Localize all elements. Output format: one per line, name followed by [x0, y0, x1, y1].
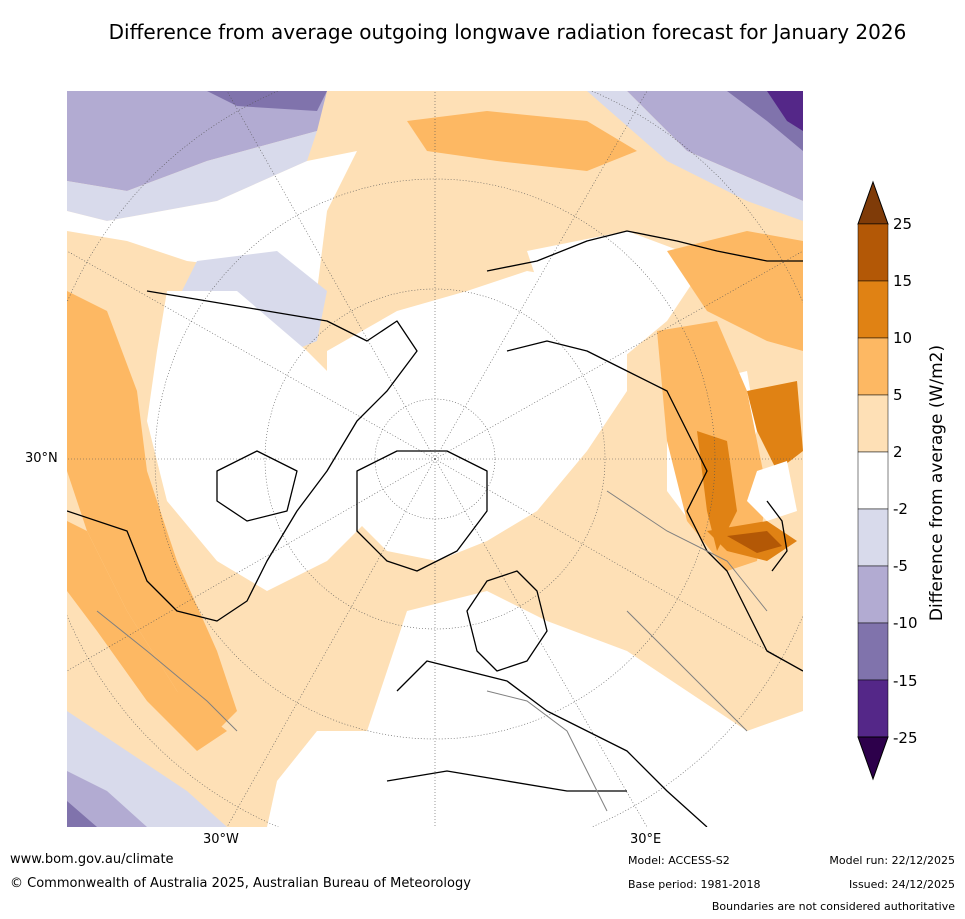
- colorbar-segment-m5-m2: [857, 508, 889, 567]
- footer-base-period: Base period: 1981-2018: [628, 878, 761, 891]
- latitude-label-30n: 30°N: [25, 451, 58, 466]
- anomaly-neutral-southwest: [267, 731, 367, 827]
- colorbar-title: Difference from average (W/m2): [927, 344, 947, 622]
- coastlines: [67, 230, 803, 827]
- anomaly-negative-bottom-left-dark: [67, 801, 97, 827]
- coastline-europe: [396, 660, 708, 827]
- colorbar-segment-m2-2: [857, 451, 889, 510]
- colorbar-tick-m15: -15: [893, 672, 918, 690]
- coastline-north-america: [67, 290, 418, 622]
- colorbar-tick-m5: -5: [893, 557, 908, 575]
- colorbar-tick-2: 2: [893, 443, 903, 461]
- footer-issued: Issued: 24/12/2025: [848, 878, 955, 891]
- border-central-asia: [626, 610, 748, 732]
- anomaly-light-top-right: [587, 91, 803, 221]
- anomaly-positive-east-pacific-2: [67, 521, 227, 751]
- colorbar-tick-m10: -10: [893, 614, 918, 632]
- border-canada-us: [96, 610, 238, 732]
- anomaly-strong-china: [697, 431, 737, 551]
- colorbar-segment-m25-m15: [857, 679, 889, 738]
- colorbar-segment-5-10: [857, 337, 889, 396]
- anomaly-very-strong-japan: [727, 531, 782, 553]
- coastline-hudson-bay: [216, 450, 298, 522]
- anomaly-neutral-north-pacific: [67, 151, 357, 291]
- coastline-east-asia: [686, 510, 803, 672]
- anomaly-negative-top-right-core: [767, 91, 803, 131]
- colorbar-top-extend: [857, 180, 889, 225]
- anomaly-neutral-europe: [367, 591, 803, 827]
- colorbar-segment-2-5: [857, 394, 889, 453]
- anomaly-negative-north-pacific-light: [67, 131, 317, 221]
- coastline-siberia: [486, 230, 803, 272]
- colorbar-tick-m25: -25: [893, 729, 918, 747]
- footer-url-link[interactable]: www.bom.gov.au/climate: [10, 852, 174, 867]
- anomaly-neutral-siberia: [527, 231, 707, 371]
- graticule: [67, 91, 803, 827]
- anomaly-strong-east-asia: [747, 381, 803, 471]
- anomaly-negative-north-pacific: [67, 91, 327, 191]
- coastline-russia-arctic: [506, 340, 708, 512]
- footer-model-run: Model run: 22/12/2025: [829, 854, 955, 867]
- anomaly-neutral-japan: [747, 461, 797, 521]
- anomaly-positive-east-pacific: [67, 291, 237, 731]
- colorbar-segment-10-15: [857, 280, 889, 339]
- colorbar-segment-15-25: [857, 223, 889, 282]
- anomaly-negative-top-right: [627, 91, 803, 201]
- country-borders: [96, 490, 768, 812]
- border-europe: [486, 690, 608, 812]
- chart-title: Difference from average outgoing longwav…: [108, 20, 907, 44]
- anomaly-neutral-north-america: [147, 291, 397, 591]
- graticule-circle-60n: [264, 288, 606, 630]
- anomaly-positive-north-atlantic: [407, 111, 637, 171]
- longitude-label-30w: 30°W: [203, 832, 239, 847]
- longitude-label-30e: 30°E: [630, 832, 662, 847]
- colorbar-tick-25: 25: [893, 215, 913, 233]
- colorbar-tick-m2: -2: [893, 500, 908, 518]
- polar-map[interactable]: [67, 91, 803, 827]
- footer-model: Model: ACCESS-S2: [628, 854, 730, 867]
- footer-disclaimer: Boundaries are not considered authoritat…: [711, 900, 955, 913]
- coastline-japan: [766, 500, 788, 572]
- anomaly-negative-north-pacific-dark: [207, 91, 327, 111]
- colorbar-segment-m15-m10: [857, 622, 889, 681]
- coastline-mediterranean: [386, 770, 627, 792]
- colorbar: [857, 180, 889, 781]
- anomaly-neutral-arctic: [327, 271, 627, 561]
- colorbar-segment-m10-m5: [857, 565, 889, 624]
- coastline-greenland: [356, 450, 488, 572]
- coastline-scandinavia: [466, 570, 548, 672]
- footer-copyright: © Commonwealth of Australia 2025, Austra…: [10, 876, 471, 891]
- colorbar-tick-5: 5: [893, 386, 903, 404]
- anomaly-negative-bottom-left-mid: [67, 771, 147, 827]
- colorbar-bottom-extend: [857, 736, 889, 781]
- colorbar-tick-10: 10: [893, 329, 913, 347]
- colorbar-tick-15: 15: [893, 272, 913, 290]
- border-russia-china: [606, 490, 768, 612]
